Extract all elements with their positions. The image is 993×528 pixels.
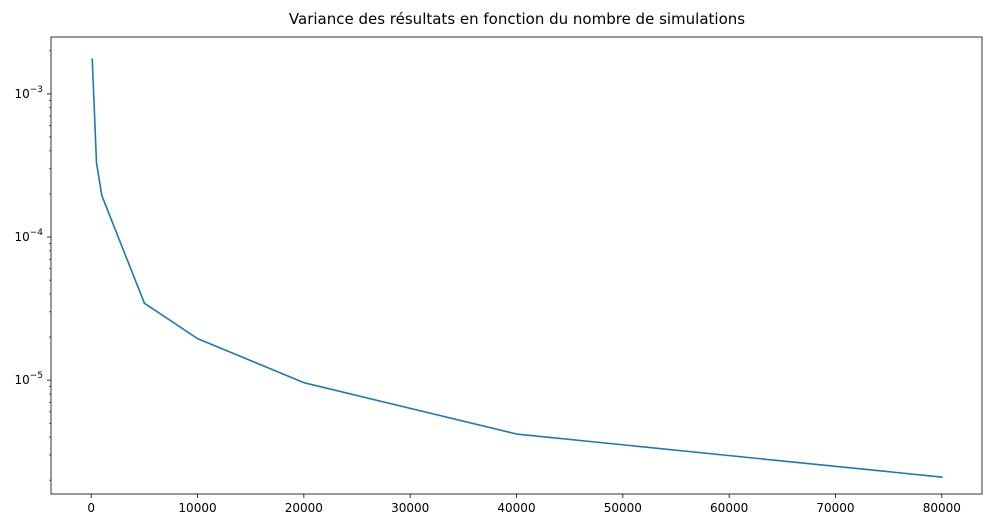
x-tick-label: 50000 [604,501,642,515]
axes-frame [50,36,983,495]
plot-area: 0 10000 20000 30000 40000 50000 60000 70000 8000… [14,36,983,515]
x-tick-label: 20000 [285,501,323,515]
y-tick-label: 10−3 [14,85,43,101]
chart-title: Variance des résultats en fonction du no… [289,10,745,28]
x-tick-label: 10000 [178,501,216,515]
series-line [91,58,943,478]
x-tick-label: 40000 [497,501,535,515]
x-tick-label: 0 [87,501,95,515]
x-tick-label: 60000 [710,501,748,515]
x-tick-label: 70000 [816,501,854,515]
x-tick-label: 80000 [923,501,961,515]
x-tick-label: 30000 [391,501,429,515]
y-tick-label: 10−5 [14,371,43,387]
y-tick-label: 10−4 [14,228,43,244]
